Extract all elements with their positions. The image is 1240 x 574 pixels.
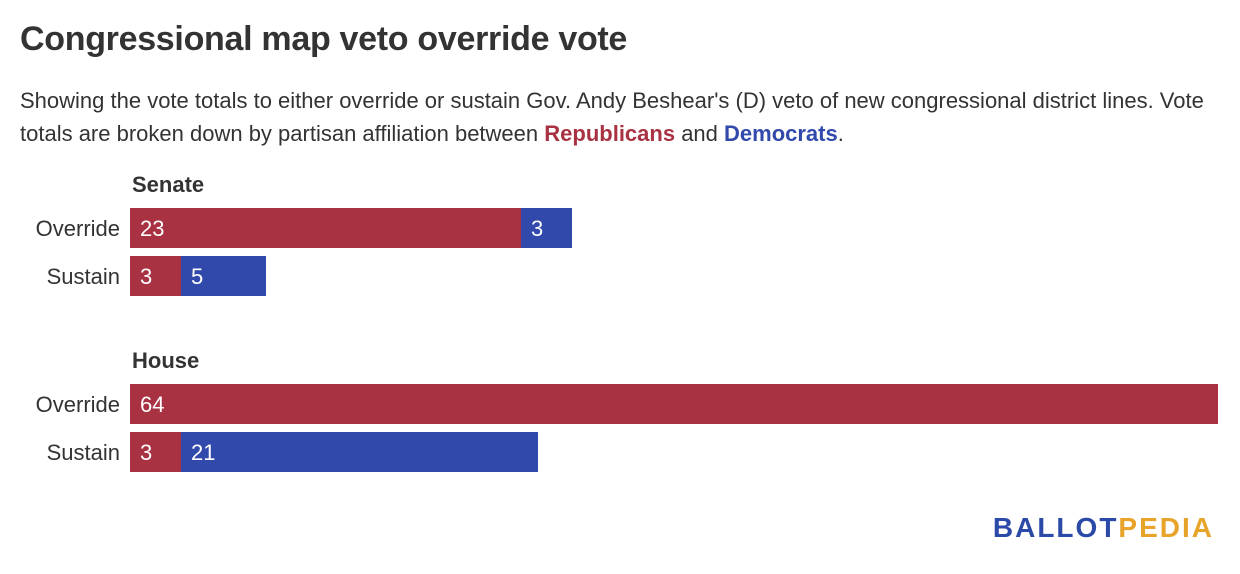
house-override-label: Override [36, 392, 120, 417]
house-sustain-democrats-value: 21 [191, 440, 215, 465]
senate-override-republicans-value: 23 [140, 216, 164, 241]
house-group-title: House [132, 348, 199, 373]
subtitle-text-end: . [837, 121, 844, 146]
house-override-republicans-value: 64 [140, 392, 164, 417]
senate-sustain-democrats-bar [181, 256, 266, 296]
democrats-label: Democrats [724, 121, 838, 146]
senate-override-democrats-value: 3 [531, 216, 543, 241]
senate-override-label: Override [36, 216, 120, 241]
senate-sustain-republicans-value: 3 [140, 264, 152, 289]
republicans-label: Republicans [544, 121, 676, 146]
page-title: Congressional map veto override vote [20, 20, 628, 58]
house-sustain-democrats-bar [181, 432, 538, 472]
chart-subtitle: Showing the vote totals to either overri… [20, 84, 1220, 150]
subtitle-text-middle: and [675, 121, 725, 146]
house-sustain-label: Sustain [47, 440, 120, 465]
senate-sustain-label: Sustain [47, 264, 120, 289]
house-sustain-republicans-bar [130, 432, 181, 472]
ballotpedia-logo: BALLOTPEDIA [993, 512, 1214, 544]
subtitle-text-start: Showing the vote totals to either overri… [20, 88, 1204, 146]
senate-override-republicans-bar [130, 208, 521, 248]
house-sustain-republicans-value: 3 [140, 440, 152, 465]
logo-part-ballot: BALLOT [992, 512, 1119, 543]
senate-sustain-republicans-bar [130, 256, 181, 296]
senate-override-democrats-bar [521, 208, 572, 248]
senate-sustain-democrats-value: 5 [191, 264, 203, 289]
house-override-republicans-bar [130, 384, 1218, 424]
senate-group-title: Senate [132, 172, 204, 197]
logo-part-pedia: PEDIA [1118, 512, 1214, 543]
